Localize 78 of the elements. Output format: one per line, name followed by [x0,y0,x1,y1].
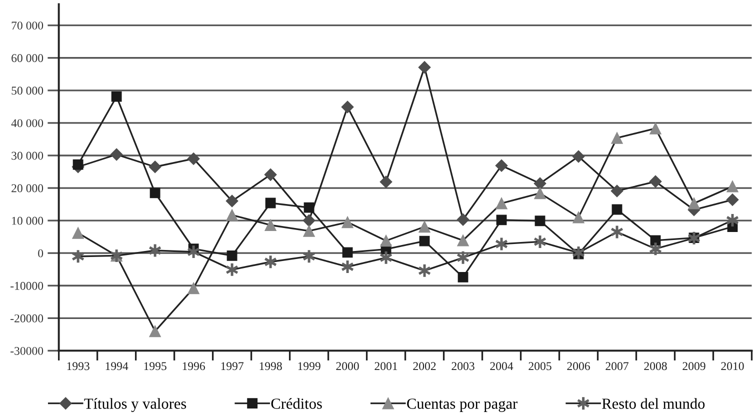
point [264,168,277,181]
x-tick-label: 2005 [528,362,552,370]
point [572,211,584,224]
point [380,234,392,247]
point [572,150,585,163]
point [495,159,508,172]
y-tick-label: -10000 [10,282,44,290]
point [111,91,122,102]
point [649,175,662,188]
x-tick-label: 2004 [490,362,514,370]
point [380,176,392,188]
point [611,132,623,144]
point [610,184,624,198]
x-tick-label: 2000 [336,362,359,370]
y-tick-label: 70 000 [12,22,44,30]
point [150,188,160,198]
x-tick-label: 2008 [644,362,667,370]
legend-label: Títulos y valores [84,398,186,412]
x-tick-label: 2003 [452,362,474,370]
point [457,234,469,246]
x-tick-label: 1994 [106,362,128,370]
point [72,159,84,170]
point [726,193,739,206]
x-tick-label: 1997 [221,362,244,370]
point [419,236,430,246]
y-tick-label: 60 000 [12,54,44,62]
point [72,227,84,239]
x-tick-label: 2007 [606,362,628,370]
point [726,180,738,192]
point [110,148,123,161]
x-tick-label: 1995 [144,362,166,370]
x-tick-label: 1996 [182,362,205,370]
point [534,216,546,226]
point [341,100,354,114]
y-tick-label: 50 000 [12,86,44,95]
x-tick-label: 2009 [682,362,706,370]
point [458,272,468,282]
point [226,194,238,208]
point [148,160,162,174]
x-tick-label: 1999 [298,362,320,370]
point [264,219,276,232]
y-tick-label: 10 000 [12,216,44,225]
point [187,152,200,165]
legend-label: Cuentas por pagar [407,398,518,412]
point [496,197,508,210]
point [226,250,238,261]
x-tick-label: 2002 [413,362,436,370]
point [534,177,546,190]
point [302,214,316,227]
y-tick-label: 30 000 [12,152,44,160]
point [188,282,200,294]
x-tick-label: 2001 [374,362,398,370]
point [418,220,430,233]
point [456,213,470,226]
point [496,214,507,226]
point [612,204,622,215]
legend-label: Resto del mundo [602,398,705,409]
point [342,247,353,258]
point [650,122,662,134]
point [534,187,546,200]
point [226,209,238,221]
point [342,216,354,228]
point [303,225,315,237]
x-tick-label: 2006 [567,362,590,370]
y-tick-label: 0 [38,249,44,258]
x-tick-label: 1998 [260,362,282,370]
legend-label: Créditos [271,398,322,409]
point [688,197,700,210]
x-tick-label: 2010 [721,362,744,370]
y-tick-label: 20 000 [12,184,44,192]
y-tick-label: 40 000 [11,119,44,128]
point [265,198,276,208]
point [418,61,431,74]
point [304,202,314,213]
y-tick-label: -20000 [10,314,44,322]
y-tick-label: -30000 [10,346,44,355]
point [149,325,161,338]
x-tick-label: 1993 [67,362,90,370]
